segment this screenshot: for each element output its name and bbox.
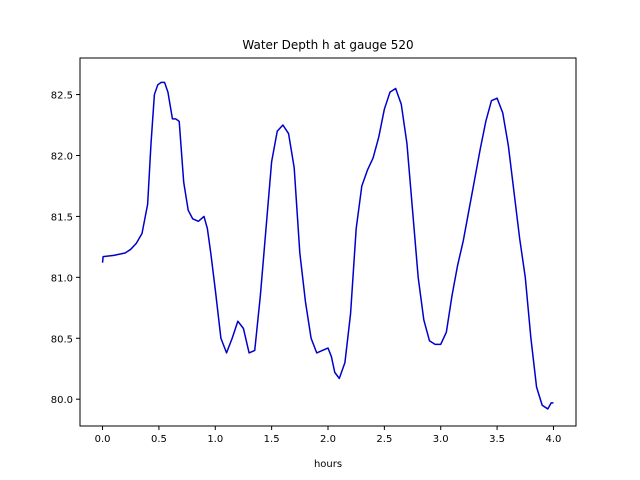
y-tick-label: 81.0 [51,273,73,284]
chart-title: Water Depth h at gauge 520 [242,38,413,52]
x-tick-label: 0.5 [151,434,167,445]
y-tick-label: 80.0 [51,395,73,406]
y-tick-label: 81.5 [51,212,73,223]
x-tick-label: 4.0 [546,434,562,445]
x-tick-label: 1.0 [207,434,223,445]
y-tick-label: 82.0 [51,151,73,162]
x-tick-label: 2.0 [320,434,336,445]
x-tick-label: 3.5 [489,434,505,445]
y-tick-label: 82.5 [51,91,73,102]
x-axis-label: hours [314,459,342,470]
series-line-0 [101,81,554,410]
y-tick-label: 80.5 [51,334,73,345]
y-axis: 80.0 80.5 81.0 81.5 82.0 82.5 [51,91,80,406]
x-axis: 0.0 0.5 1.0 1.5 2.0 2.5 3.0 3.5 4.0 [95,426,562,445]
x-tick-label: 2.5 [376,434,392,445]
x-tick-label: 1.5 [264,434,280,445]
x-tick-label: 3.0 [433,434,449,445]
plot-area [101,81,554,410]
x-tick-label: 0.0 [95,434,111,445]
